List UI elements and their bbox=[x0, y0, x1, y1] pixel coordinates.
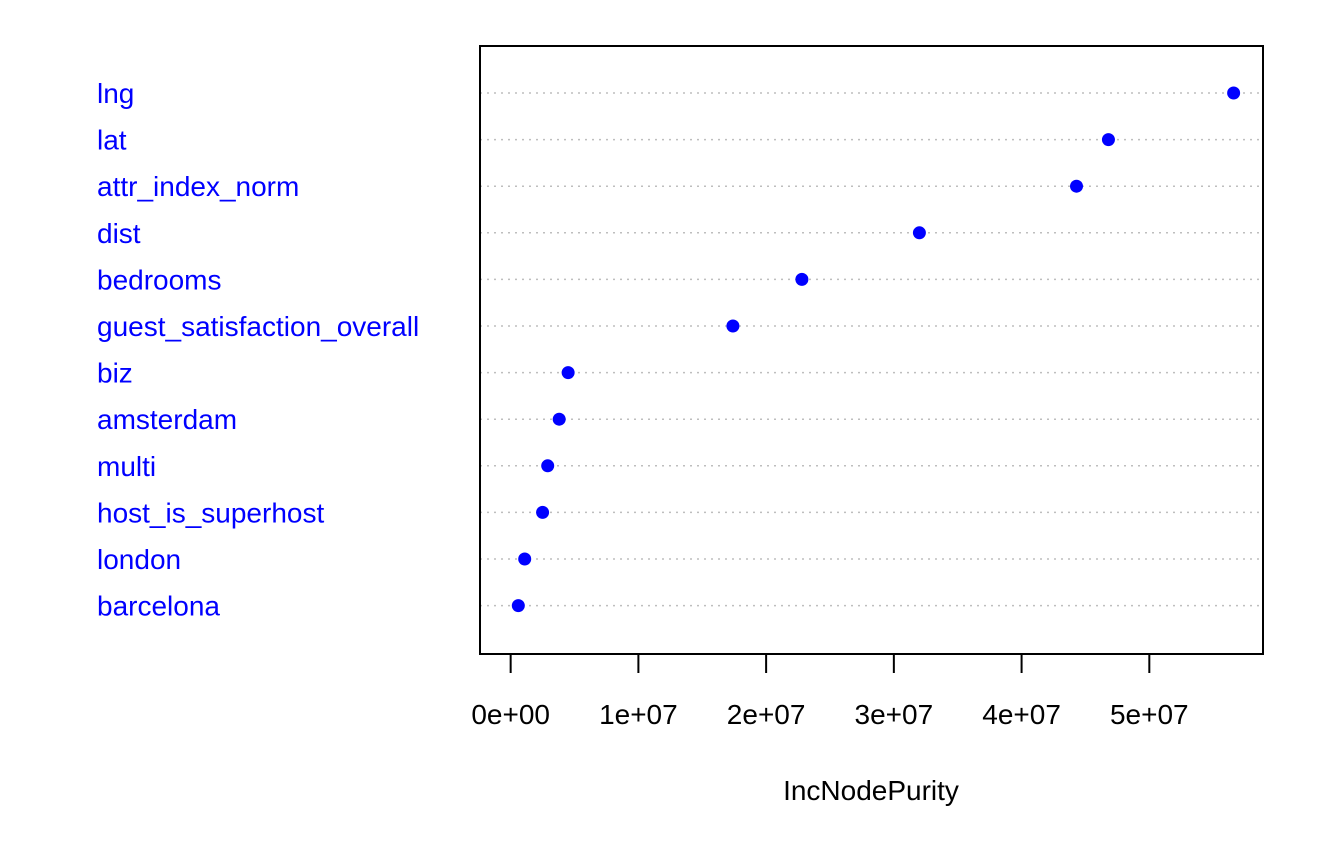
category-label-lat: lat bbox=[97, 125, 127, 156]
category-label-london: london bbox=[97, 544, 181, 575]
point-london bbox=[518, 552, 532, 566]
x-tick-label-1: 1e+07 bbox=[599, 699, 678, 730]
gridlines bbox=[480, 92, 1263, 607]
point-amsterdam bbox=[552, 412, 566, 426]
x-tick-label-4: 4e+07 bbox=[982, 699, 1061, 730]
point-guest_satisfaction_overall bbox=[726, 319, 740, 333]
point-bedrooms bbox=[795, 272, 809, 286]
data-points bbox=[511, 86, 1241, 613]
x-axis-title: IncNodePurity bbox=[783, 775, 959, 806]
category-label-biz: biz bbox=[97, 358, 133, 389]
category-label-barcelona: barcelona bbox=[97, 591, 220, 622]
plot-frame bbox=[479, 45, 1264, 655]
category-label-host_is_superhost: host_is_superhost bbox=[97, 497, 324, 528]
x-tick-label-2: 2e+07 bbox=[727, 699, 806, 730]
point-dist bbox=[912, 226, 926, 240]
point-biz bbox=[561, 366, 575, 380]
category-label-amsterdam: amsterdam bbox=[97, 404, 237, 435]
category-label-guest_satisfaction_overall: guest_satisfaction_overall bbox=[97, 311, 419, 342]
x-tick-label-0: 0e+00 bbox=[471, 699, 550, 730]
x-tick-label-5: 5e+07 bbox=[1110, 699, 1189, 730]
point-barcelona bbox=[511, 599, 525, 613]
category-label-attr_index_norm: attr_index_norm bbox=[97, 171, 299, 202]
category-label-multi: multi bbox=[97, 451, 156, 482]
point-multi bbox=[541, 459, 555, 473]
point-lng bbox=[1227, 86, 1241, 100]
category-label-lng: lng bbox=[97, 78, 134, 109]
point-attr_index_norm bbox=[1070, 179, 1084, 193]
point-lat bbox=[1101, 133, 1115, 147]
category-label-bedrooms: bedrooms bbox=[97, 264, 222, 295]
category-label-dist: dist bbox=[97, 218, 141, 249]
point-host_is_superhost bbox=[536, 505, 550, 519]
x-tick-label-3: 3e+07 bbox=[855, 699, 934, 730]
